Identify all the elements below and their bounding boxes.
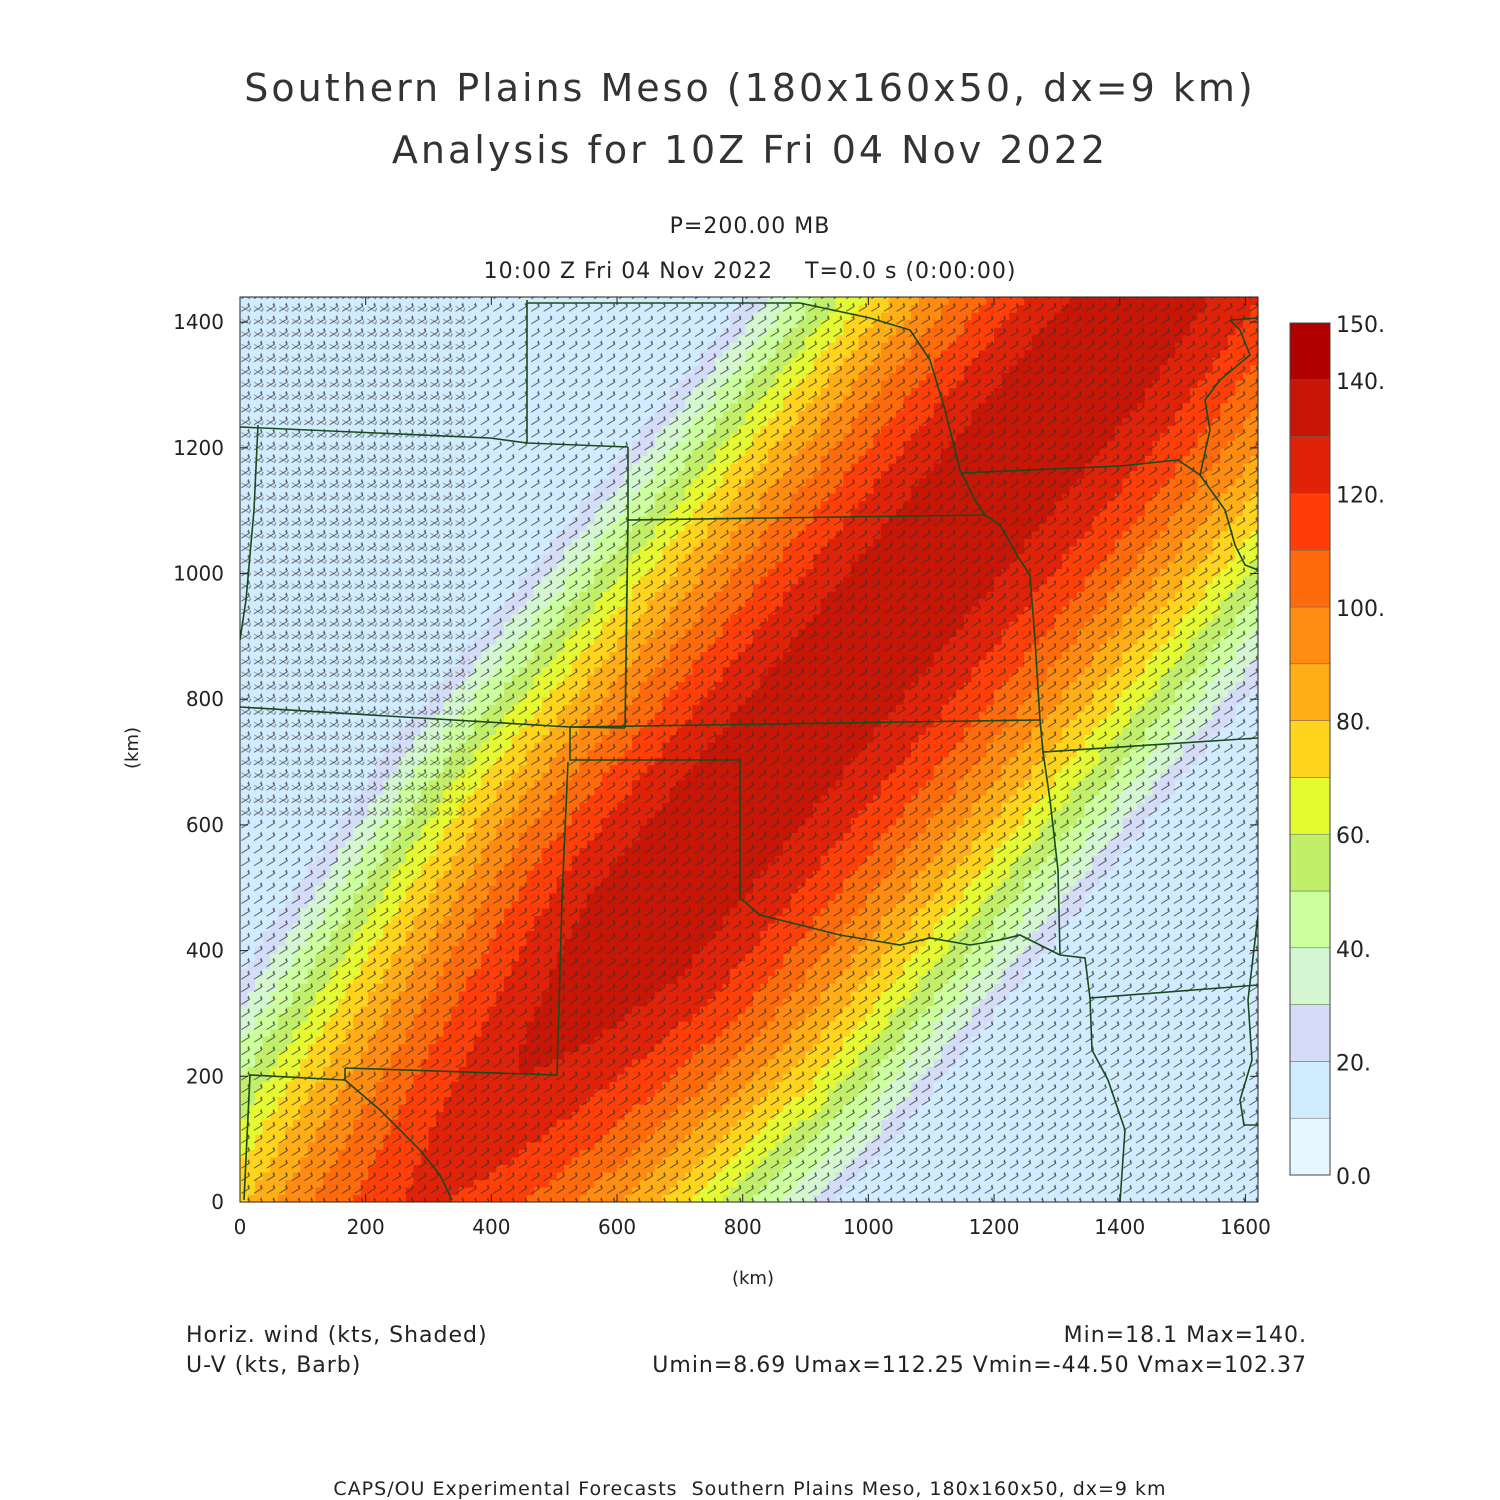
oklahoma-panhandle-west (344, 761, 569, 1076)
colorbar-swatch (1289, 493, 1331, 551)
west-arizona (240, 424, 259, 641)
colorbar-swatch (1289, 379, 1331, 437)
x-axis: 0 200 400 600 800 1000 1200 1400 1600 (234, 297, 1271, 1239)
wind-barbs-northwest (240, 297, 470, 817)
colorbar-label: 150. (1336, 313, 1385, 338)
min-max-readout: Min=18.1 Max=140. (1063, 1323, 1307, 1348)
plot-title-line2: Analysis for 10Z Fri 04 Nov 2022 (391, 128, 1109, 172)
colorbar-swatch (1289, 606, 1331, 665)
ne-corner (1229, 317, 1258, 321)
nebraska-north-border (527, 302, 911, 331)
colorbar-swatch (1289, 1061, 1331, 1119)
colorbar-swatch (1289, 720, 1331, 778)
valid-time-label: 10:00 Z Fri 04 Nov 2022 T=0.0 s (0:00:00… (483, 259, 1017, 284)
oklahoma-east-border (1042, 751, 1061, 956)
y-tick-label: 0 (211, 1190, 224, 1214)
y-tick-label: 400 (186, 939, 224, 963)
rio-grande (344, 1079, 453, 1201)
mississippi-lower (1239, 914, 1258, 1126)
x-tick-label: 0 (234, 1215, 247, 1239)
x-tick-label: 1400 (1094, 1215, 1145, 1239)
barb-field-description: U-V (kts, Barb) (186, 1353, 362, 1378)
iowa-missouri-border (961, 459, 1201, 476)
colorbar-swatch (1289, 436, 1331, 494)
colorbar-label: 100. (1336, 597, 1385, 622)
x-tick-label: 1200 (969, 1215, 1020, 1239)
colorbar-swatch (1289, 833, 1331, 892)
x-tick-label: 600 (598, 1215, 636, 1239)
iowa-east (1199, 319, 1251, 476)
x-tick-label: 1000 (843, 1215, 894, 1239)
colorbar: 150. 140. 120. 100. 80. 60. 40. 20. 0.0 (1289, 313, 1385, 1190)
y-axis: 0 200 400 600 800 1000 1200 1400 (173, 310, 1258, 1214)
y-tick-label: 1400 (173, 310, 224, 334)
oklahoma-panhandle-east (739, 760, 1061, 956)
uv-min-max-readout: Umin=8.69 Umax=112.25 Vmin=-44.50 Vmax=1… (652, 1353, 1307, 1378)
colorado-south-border (240, 706, 626, 729)
x-axis-label: (km) (732, 1268, 774, 1289)
y-tick-label: 200 (186, 1064, 224, 1088)
colorbar-label: 120. (1336, 483, 1385, 508)
colorbar-label: 0.0 (1336, 1165, 1371, 1190)
y-tick-label: 800 (186, 687, 224, 711)
colorbar-swatch (1289, 777, 1331, 835)
y-axis-label: (km) (122, 727, 143, 769)
missouri-river (909, 329, 1031, 576)
colorado-north-border (240, 426, 629, 448)
colorbar-label: 60. (1336, 824, 1371, 849)
colorbar-swatch (1289, 1117, 1331, 1176)
shaded-field-description: Horiz. wind (kts, Shaded) (186, 1323, 488, 1348)
colorbar-label: 80. (1336, 711, 1371, 736)
colorbar-swatch (1289, 947, 1331, 1005)
x-tick-label: 400 (472, 1215, 510, 1239)
colorbar-swatch (1289, 322, 1331, 381)
kansas-oklahoma-border (569, 719, 1041, 761)
colorbar-swatch (1289, 890, 1331, 949)
colorbar-frame (1289, 322, 1331, 1176)
pressure-level-label: P=200.00 MB (669, 214, 831, 239)
y-tick-label: 1000 (173, 562, 224, 586)
map-frame (239, 296, 1259, 1203)
mississippi-river (1199, 474, 1258, 571)
colorbar-swatch (1289, 549, 1331, 608)
kansas-missouri-border (1029, 574, 1041, 721)
nebraska-kansas-border (627, 514, 986, 521)
colorbar-label: 40. (1336, 938, 1371, 963)
x-tick-label: 200 (347, 1215, 385, 1239)
map-area[interactable] (240, 297, 1259, 1203)
state-boundaries (240, 300, 1258, 1202)
colorbar-label: 140. (1336, 370, 1385, 395)
colorbar-swatch (1289, 1004, 1331, 1062)
credit-line: CAPS/OU Experimental Forecasts Southern … (333, 1478, 1167, 1500)
texas-nm-border (243, 1068, 346, 1201)
x-tick-label: 800 (724, 1215, 762, 1239)
texas-arkansas-border (1059, 954, 1258, 999)
co-ks-border-south (624, 519, 629, 729)
plot-title-line1: Southern Plains Meso (180x160x50, dx=9 k… (244, 66, 1256, 110)
x-tick-label: 1600 (1220, 1215, 1271, 1239)
texas-louisiana-border (1089, 997, 1126, 1202)
colorbar-swatch (1289, 663, 1331, 721)
y-tick-label: 600 (186, 813, 224, 837)
colorbar-label: 20. (1336, 1051, 1371, 1076)
y-tick-label: 1200 (173, 436, 224, 460)
